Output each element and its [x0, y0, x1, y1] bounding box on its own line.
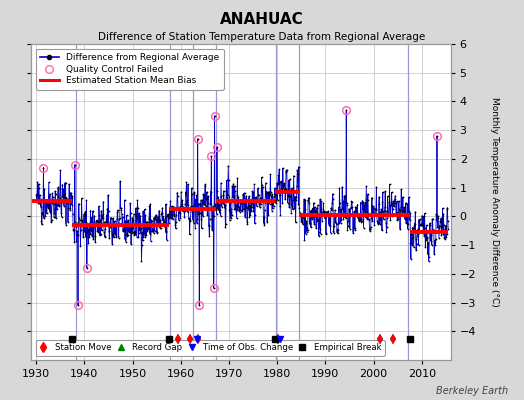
- Text: ANAHUAC: ANAHUAC: [220, 12, 304, 27]
- Legend: Station Move, Record Gap, Time of Obs. Change, Empirical Break: Station Move, Record Gap, Time of Obs. C…: [36, 340, 385, 356]
- Text: Difference of Station Temperature Data from Regional Average: Difference of Station Temperature Data f…: [99, 32, 425, 42]
- Y-axis label: Monthly Temperature Anomaly Difference (°C): Monthly Temperature Anomaly Difference (…: [490, 97, 499, 307]
- Text: Berkeley Earth: Berkeley Earth: [436, 386, 508, 396]
